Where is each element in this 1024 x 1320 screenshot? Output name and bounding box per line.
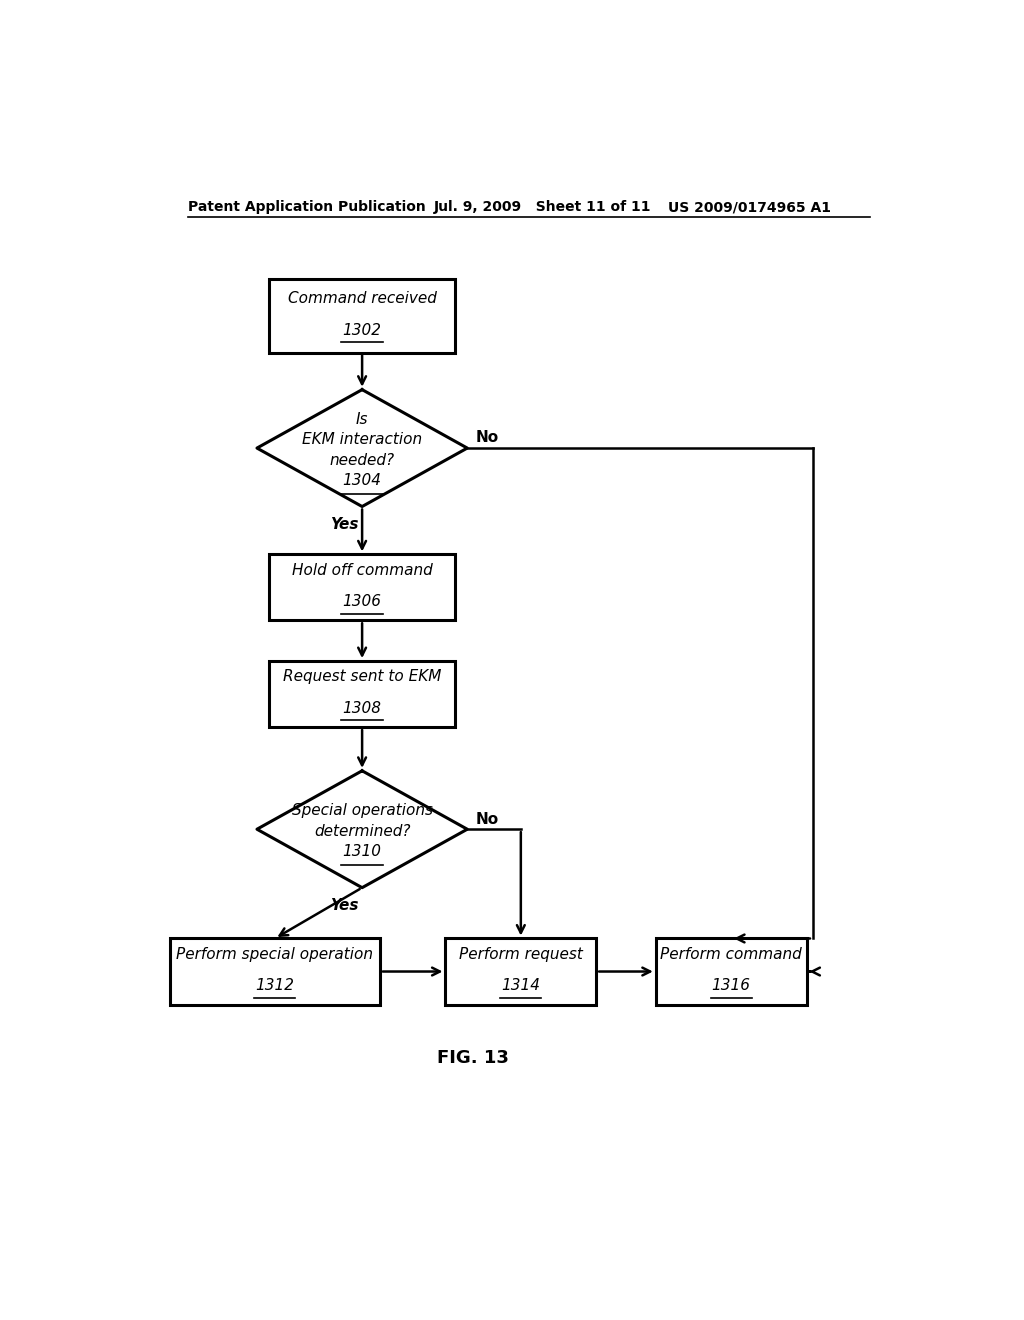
- Bar: [269, 280, 456, 352]
- Text: Yes: Yes: [331, 899, 358, 913]
- Text: EKM interaction: EKM interaction: [302, 433, 422, 447]
- Text: FIG. 13: FIG. 13: [437, 1049, 509, 1067]
- Text: Perform special operation: Perform special operation: [176, 946, 374, 962]
- Text: Hold off command: Hold off command: [292, 562, 432, 578]
- Text: 1310: 1310: [343, 843, 382, 859]
- Text: Patent Application Publication: Patent Application Publication: [187, 201, 425, 214]
- Bar: [269, 554, 456, 620]
- Text: Perform request: Perform request: [459, 946, 583, 962]
- Text: determined?: determined?: [314, 824, 411, 838]
- Text: 1316: 1316: [712, 978, 751, 993]
- Text: No: No: [475, 430, 499, 445]
- Bar: [655, 939, 807, 1005]
- Text: 1312: 1312: [255, 978, 294, 993]
- Bar: [445, 939, 596, 1005]
- Text: Special operations: Special operations: [292, 804, 432, 818]
- Text: Yes: Yes: [331, 517, 358, 532]
- Text: Jul. 9, 2009   Sheet 11 of 11: Jul. 9, 2009 Sheet 11 of 11: [433, 201, 651, 214]
- Text: Command received: Command received: [288, 292, 436, 306]
- Text: needed?: needed?: [330, 453, 394, 467]
- Text: 1304: 1304: [343, 473, 382, 488]
- Bar: [269, 661, 456, 727]
- Polygon shape: [257, 389, 467, 507]
- Bar: [170, 939, 380, 1005]
- Text: 1308: 1308: [343, 701, 382, 715]
- Text: Perform command: Perform command: [660, 946, 802, 962]
- Text: 1306: 1306: [343, 594, 382, 609]
- Text: No: No: [475, 812, 499, 826]
- Text: US 2009/0174965 A1: US 2009/0174965 A1: [668, 201, 830, 214]
- Polygon shape: [257, 771, 467, 887]
- Text: Request sent to EKM: Request sent to EKM: [283, 669, 441, 684]
- Text: Is: Is: [356, 412, 369, 428]
- Text: 1314: 1314: [502, 978, 541, 993]
- Text: 1302: 1302: [343, 322, 382, 338]
